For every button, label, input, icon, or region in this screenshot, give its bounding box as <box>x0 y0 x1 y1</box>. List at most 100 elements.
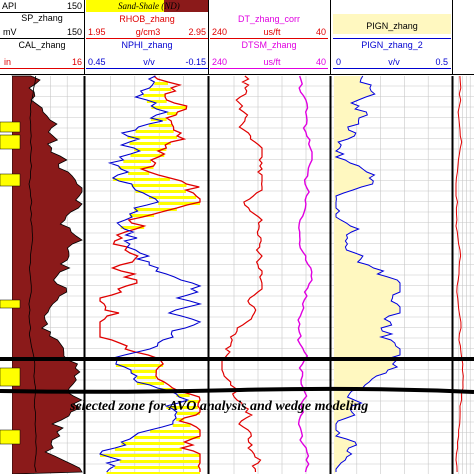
density-neutron-crossover-fill <box>148 196 197 199</box>
pign-header-fill <box>333 14 451 34</box>
dt-scale-max: 40 <box>315 27 326 37</box>
lithology-banner-shale <box>164 0 208 12</box>
gr-sand-patch <box>0 173 21 187</box>
pign-curve <box>334 75 401 472</box>
rhob-curve-name: RHOB_zhang <box>119 14 175 24</box>
gr-sand-patch <box>0 367 21 387</box>
gr-sand-patch <box>0 134 21 150</box>
dt-unit: us/ft <box>263 27 281 37</box>
density-neutron-crossover-fill <box>118 166 154 169</box>
density-neutron-crossover-fill <box>149 88 172 91</box>
nphi-scale-line <box>86 68 208 69</box>
cal-scale-line <box>0 68 84 69</box>
density-neutron-crossover-fill <box>114 466 199 469</box>
density-neutron-crossover-fill <box>129 214 155 217</box>
header-divider-3 <box>330 0 331 75</box>
dt-curve <box>221 75 263 473</box>
density-neutron-crossover-fill <box>128 172 150 175</box>
density-neutron-crossover-fill <box>136 376 157 379</box>
header-bottom-border <box>0 74 474 75</box>
gr-sand-patch <box>0 121 21 133</box>
density-neutron-crossover-fill <box>176 418 185 421</box>
sp-scale-line <box>0 38 84 39</box>
lithology-banner-label: Sand-Shale (ND) <box>118 1 180 11</box>
gr-track <box>0 75 83 474</box>
density-neutron-crossover-fill <box>119 460 200 463</box>
gr-curve-label: API <box>2 1 17 11</box>
density-neutron-crossover-fill <box>176 412 200 415</box>
pign2-unit: v/v <box>388 57 400 67</box>
dtsm-curve-name: DTSM_zhang <box>241 40 297 50</box>
header-divider-4 <box>452 0 453 75</box>
dtsm-curve <box>296 75 313 473</box>
sp-curve-name: SP_zhang <box>21 13 63 23</box>
sp-unit: mV <box>3 27 17 37</box>
density-neutron-crossover-fill <box>100 454 200 457</box>
rhob-scale-max: 2.95 <box>188 27 206 37</box>
density-neutron-crossover-fill <box>176 394 190 397</box>
dtsm-scale-line <box>210 68 328 69</box>
nphi-curve-name: NPHI_zhang <box>121 40 173 50</box>
nphi-scale-min: 0.45 <box>88 57 106 67</box>
pign-fill <box>334 76 400 474</box>
density-neutron-crossover-fill <box>151 106 187 109</box>
density-neutron-crossover-fill <box>127 136 178 139</box>
rhob-unit: g/cm3 <box>135 27 161 37</box>
density-neutron-crossover-fill <box>172 424 191 427</box>
density-neutron-crossover-fill <box>167 112 178 115</box>
density-neutron-crossover-fill <box>130 370 157 373</box>
cal-scale-max: 16 <box>71 57 82 67</box>
sonic-track <box>221 75 313 473</box>
dt-scale-min: 240 <box>212 27 228 37</box>
cal-curve-name: CAL_zhang <box>18 40 66 50</box>
density-neutron-crossover-fill <box>143 94 166 97</box>
density-neutron-crossover-fill <box>133 148 167 151</box>
lithology-banner-sand <box>86 0 164 12</box>
gr-shale-fill <box>11 75 83 474</box>
right-track-curve <box>455 75 464 473</box>
dtsm-unit: us/ft <box>263 57 281 67</box>
density-neutron-crossover-fill <box>148 124 172 127</box>
porosity-track <box>334 75 401 474</box>
gr-scale-line <box>0 12 84 13</box>
pign2-scale-max: 0.5 <box>435 57 448 67</box>
density-neutron-crossover-fill <box>106 472 200 474</box>
pign2-scale-min: 0 <box>336 57 342 67</box>
right-edge-track <box>455 75 464 473</box>
density-neutron-crossover-fill <box>150 430 200 433</box>
density-neutron-crossover-fill <box>146 100 167 103</box>
nphi-curve <box>99 75 203 473</box>
pign-curve-name: PIGN_zhang <box>366 21 418 31</box>
density-neutron-crossover-fill <box>131 184 187 187</box>
density-neutron-crossover-fill <box>112 178 170 181</box>
density-neutron-crossover-fill <box>121 442 185 445</box>
sp-curve <box>28 75 37 473</box>
rhob-scale-min: 1.95 <box>88 27 106 37</box>
header-divider-2 <box>208 0 209 75</box>
selected-zone-markers <box>0 357 474 394</box>
rhob-curve <box>99 75 201 472</box>
sp-scale-max: 150 <box>66 27 82 37</box>
density-neutron-crossover-fill <box>115 364 164 367</box>
zone-caption: selected zone for AVO analysis and wedge… <box>70 399 369 414</box>
dt-curve-name: DT_zhang_corr <box>237 14 301 24</box>
header-divider-1 <box>84 0 85 75</box>
gr-sand-patch <box>0 299 21 309</box>
density-neutron-crossover-fill <box>136 382 165 385</box>
density-neutron-crossover-fill <box>130 154 165 157</box>
gr-sand-patch <box>0 429 21 445</box>
density-neutron-crossover-fill <box>114 448 182 451</box>
log-header: API 150 SP_zhang mV 150 CAL_zhang in 16 … <box>0 0 474 75</box>
density-neutron-crossover-fill <box>187 400 200 403</box>
nphi-unit: v/v <box>143 57 155 67</box>
density-neutron-crossover-fill <box>154 82 168 85</box>
rhob-scale-line <box>86 38 208 39</box>
density-neutron-crossover-fill <box>123 160 152 163</box>
density-neutron-crossover-fill <box>134 436 200 439</box>
density-neutron-crossover-fill <box>135 130 174 133</box>
gr-scale-max: 150 <box>66 1 82 11</box>
nphi-scale-max: -0.15 <box>185 57 206 67</box>
density-neutron-crossover-fill <box>120 226 145 229</box>
pign2-curve-name: PIGN_zhang_2 <box>361 40 423 50</box>
